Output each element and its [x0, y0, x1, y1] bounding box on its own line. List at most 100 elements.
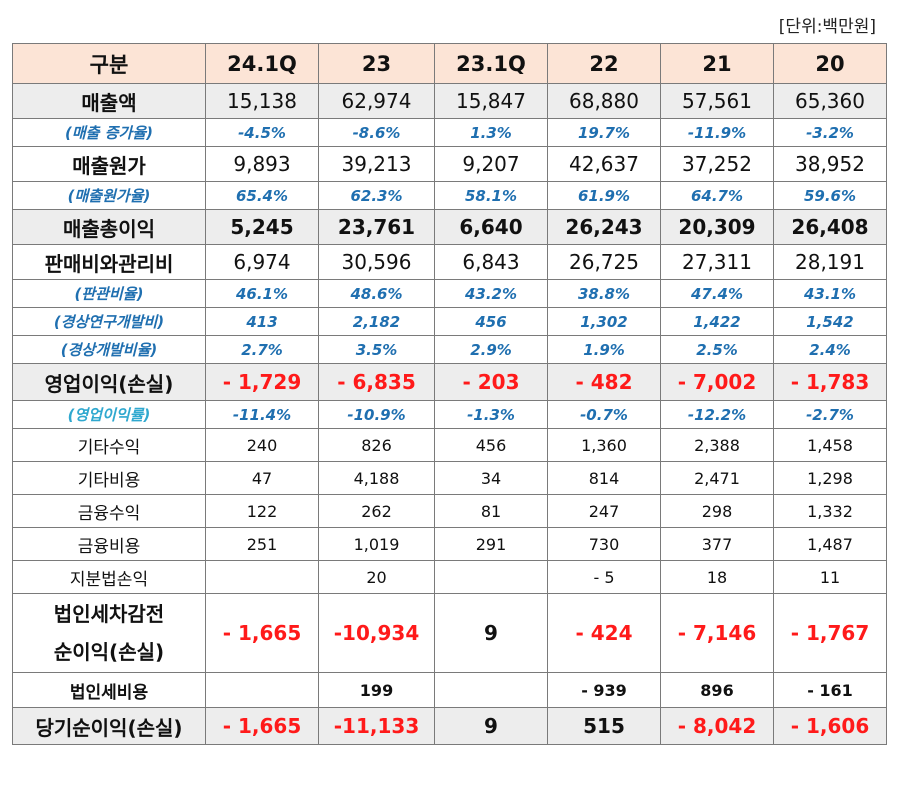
- cell: - 424: [547, 593, 661, 673]
- row-operating-income: 영업이익(손실) - 1,729 - 6,835 - 203 - 482 - 7…: [12, 363, 887, 401]
- row-sga-ratio: (판관비율) 46.1% 48.6% 43.2% 38.8% 47.4% 43.…: [12, 279, 887, 308]
- row-label: 매출총이익: [12, 209, 206, 245]
- cell: 1,332: [773, 494, 887, 528]
- header-cell-21: 21: [660, 43, 774, 84]
- cell: - 482: [547, 363, 661, 401]
- row-label: 매출액: [12, 83, 206, 119]
- cell: 65.4%: [205, 181, 319, 210]
- cell: 2.4%: [773, 335, 887, 364]
- cell: 46.1%: [205, 279, 319, 308]
- cell: 68,880: [547, 83, 661, 119]
- cell: 64.7%: [660, 181, 774, 210]
- cell: 6,843: [434, 244, 548, 280]
- cell: 1,458: [773, 428, 887, 462]
- unit-label: [단위:백만원]: [778, 17, 876, 37]
- cell: 2,182: [318, 307, 435, 336]
- cell: 377: [660, 527, 774, 561]
- row-other-income: 기타수익 240 826 456 1,360 2,388 1,458: [12, 428, 887, 462]
- cell: 23,761: [318, 209, 435, 245]
- header-cell-22: 22: [547, 43, 661, 84]
- cell: 26,725: [547, 244, 661, 280]
- cell: - 1,665: [205, 707, 319, 745]
- cell: - 7,146: [660, 593, 774, 673]
- cell: -3.2%: [773, 118, 887, 147]
- cell: 1,360: [547, 428, 661, 462]
- cell: 42,637: [547, 146, 661, 182]
- cell: 65,360: [773, 83, 887, 119]
- cell: -11.9%: [660, 118, 774, 147]
- cell: - 1,783: [773, 363, 887, 401]
- cell: 9: [434, 593, 548, 673]
- cell: 6,640: [434, 209, 548, 245]
- cell: -10.9%: [318, 400, 435, 429]
- cell: 9: [434, 707, 548, 745]
- row-label: 지분법손익: [12, 560, 206, 594]
- row-equity-method: 지분법손익 20 - 5 18 11: [12, 560, 887, 594]
- label-line-1: 법인세차감전: [53, 602, 165, 626]
- row-label: 당기순이익(손실): [12, 707, 206, 745]
- cell: 62.3%: [318, 181, 435, 210]
- cell: - 939: [547, 672, 661, 708]
- row-label: (경상개발비율): [12, 335, 206, 364]
- cell: 11: [773, 560, 887, 594]
- cell: 61.9%: [547, 181, 661, 210]
- cell: 2.7%: [205, 335, 319, 364]
- cell: - 203: [434, 363, 548, 401]
- cell: 814: [547, 461, 661, 495]
- row-financial-expense: 금융비용 251 1,019 291 730 377 1,487: [12, 527, 887, 561]
- cell: [434, 560, 548, 594]
- row-cogs: 매출원가 9,893 39,213 9,207 42,637 37,252 38…: [12, 146, 887, 182]
- cell: 1,302: [547, 307, 661, 336]
- row-label: (영업이익률): [12, 400, 206, 429]
- cell: 240: [205, 428, 319, 462]
- cell: 47.4%: [660, 279, 774, 308]
- cell: 1.3%: [434, 118, 548, 147]
- cell: 730: [547, 527, 661, 561]
- cell: 1,298: [773, 461, 887, 495]
- row-financial-income: 금융수익 122 262 81 247 298 1,332: [12, 494, 887, 528]
- row-label: 법인세차감전 순이익(손실): [12, 593, 206, 673]
- cell: -2.7%: [773, 400, 887, 429]
- cell: 30,596: [318, 244, 435, 280]
- cell: 20: [318, 560, 435, 594]
- header-cell-23: 23: [318, 43, 435, 84]
- cell: 262: [318, 494, 435, 528]
- row-other-expense: 기타비용 47 4,188 34 814 2,471 1,298: [12, 461, 887, 495]
- row-label: 법인세비용: [12, 672, 206, 708]
- cell: 62,974: [318, 83, 435, 119]
- cell: -11.4%: [205, 400, 319, 429]
- row-gross-profit: 매출총이익 5,245 23,761 6,640 26,243 20,309 2…: [12, 209, 887, 245]
- header-cell-23-1q: 23.1Q: [434, 43, 548, 84]
- cell: 826: [318, 428, 435, 462]
- cell: 39,213: [318, 146, 435, 182]
- cell: -1.3%: [434, 400, 548, 429]
- cell: 34: [434, 461, 548, 495]
- header-cell-24-1q: 24.1Q: [205, 43, 319, 84]
- cell: 26,243: [547, 209, 661, 245]
- cell: -8.6%: [318, 118, 435, 147]
- cell: 19.7%: [547, 118, 661, 147]
- cell: 515: [547, 707, 661, 745]
- cell: 413: [205, 307, 319, 336]
- row-operating-margin: (영업이익률) -11.4% -10.9% -1.3% -0.7% -12.2%…: [12, 400, 887, 429]
- row-label: (판관비율): [12, 279, 206, 308]
- cell: 1.9%: [547, 335, 661, 364]
- row-sales: 매출액 15,138 62,974 15,847 68,880 57,561 6…: [12, 83, 887, 119]
- cell: - 6,835: [318, 363, 435, 401]
- financial-table: 구분 24.1Q 23 23.1Q 22 21 20 매출액 15,138 62…: [12, 43, 887, 745]
- row-net-income: 당기순이익(손실) - 1,665 -11,133 9 515 - 8,042 …: [12, 707, 887, 745]
- row-label: 금융비용: [12, 527, 206, 561]
- cell: 6,974: [205, 244, 319, 280]
- cell: 1,019: [318, 527, 435, 561]
- cell: -0.7%: [547, 400, 661, 429]
- cell: - 161: [773, 672, 887, 708]
- cell: 1,487: [773, 527, 887, 561]
- cell: 47: [205, 461, 319, 495]
- cell: 2.9%: [434, 335, 548, 364]
- row-income-tax: 법인세비용 199 - 939 896 - 161: [12, 672, 887, 708]
- cell: - 1,767: [773, 593, 887, 673]
- cell: 251: [205, 527, 319, 561]
- header-cell-20: 20: [773, 43, 887, 84]
- cell: 2,471: [660, 461, 774, 495]
- cell: 896: [660, 672, 774, 708]
